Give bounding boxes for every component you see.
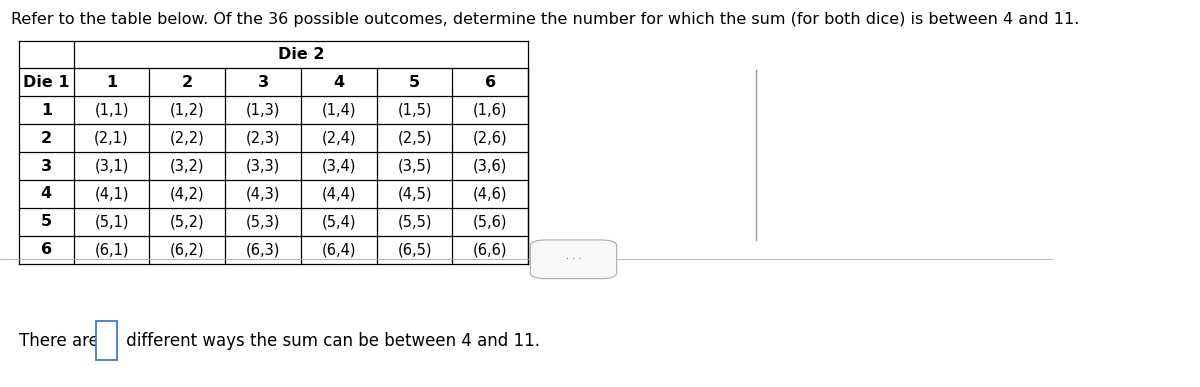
- Text: (6,1): (6,1): [95, 242, 128, 257]
- Text: 6: 6: [41, 242, 52, 257]
- Text: (5,4): (5,4): [322, 214, 356, 229]
- Text: (1,5): (1,5): [397, 103, 432, 118]
- Text: There are: There are: [19, 332, 104, 349]
- Text: (4,3): (4,3): [246, 187, 281, 201]
- Text: (1,1): (1,1): [95, 103, 128, 118]
- Text: 2: 2: [41, 131, 52, 146]
- Text: 3: 3: [41, 159, 52, 173]
- Text: (4,4): (4,4): [322, 187, 356, 201]
- Text: (2,1): (2,1): [95, 131, 128, 146]
- Text: 4: 4: [334, 75, 344, 90]
- Text: (5,5): (5,5): [397, 214, 432, 229]
- Text: Refer to the table below. Of the 36 possible outcomes, determine the number for : Refer to the table below. Of the 36 poss…: [11, 12, 1079, 27]
- Text: (2,3): (2,3): [246, 131, 281, 146]
- Text: 2: 2: [181, 75, 193, 90]
- Text: (1,4): (1,4): [322, 103, 356, 118]
- Text: (4,6): (4,6): [473, 187, 508, 201]
- Text: 6: 6: [485, 75, 496, 90]
- Text: 4: 4: [41, 187, 52, 201]
- Text: (1,6): (1,6): [473, 103, 508, 118]
- Text: 3: 3: [258, 75, 269, 90]
- Text: (5,6): (5,6): [473, 214, 508, 229]
- FancyBboxPatch shape: [96, 321, 116, 360]
- Text: (3,2): (3,2): [170, 159, 204, 173]
- Text: (2,2): (2,2): [170, 131, 205, 146]
- Text: Die 1: Die 1: [23, 75, 70, 90]
- Text: (2,4): (2,4): [322, 131, 356, 146]
- Text: 5: 5: [409, 75, 420, 90]
- Text: (4,1): (4,1): [95, 187, 128, 201]
- Text: (5,1): (5,1): [95, 214, 128, 229]
- Text: (1,3): (1,3): [246, 103, 281, 118]
- Text: (5,3): (5,3): [246, 214, 281, 229]
- Text: (3,3): (3,3): [246, 159, 281, 173]
- Text: (6,2): (6,2): [170, 242, 205, 257]
- FancyBboxPatch shape: [530, 240, 617, 279]
- Text: (3,6): (3,6): [473, 159, 508, 173]
- Text: 1: 1: [106, 75, 118, 90]
- Text: (4,2): (4,2): [170, 187, 205, 201]
- Text: (6,6): (6,6): [473, 242, 508, 257]
- Text: different ways the sum can be between 4 and 11.: different ways the sum can be between 4 …: [121, 332, 540, 349]
- Text: (2,5): (2,5): [397, 131, 432, 146]
- Text: (2,6): (2,6): [473, 131, 508, 146]
- Text: (5,2): (5,2): [170, 214, 205, 229]
- Text: 5: 5: [41, 214, 52, 229]
- Text: (6,3): (6,3): [246, 242, 281, 257]
- Text: · · ·: · · ·: [566, 254, 581, 264]
- Text: (3,1): (3,1): [95, 159, 128, 173]
- Text: (4,5): (4,5): [397, 187, 432, 201]
- Text: (6,4): (6,4): [322, 242, 356, 257]
- Text: (3,4): (3,4): [322, 159, 356, 173]
- Text: (1,2): (1,2): [170, 103, 205, 118]
- Text: 1: 1: [41, 103, 52, 118]
- Text: (3,5): (3,5): [397, 159, 432, 173]
- Text: Die 2: Die 2: [277, 47, 324, 62]
- Text: (6,5): (6,5): [397, 242, 432, 257]
